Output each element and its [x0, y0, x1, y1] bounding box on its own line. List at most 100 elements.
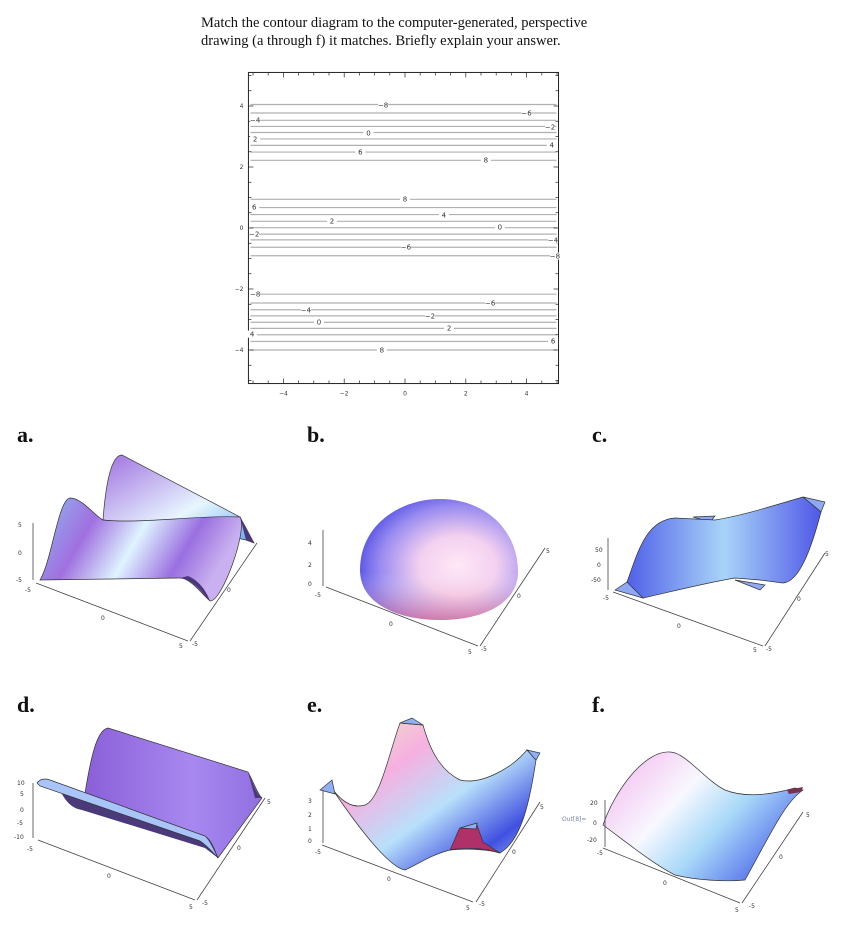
contour-label-bg	[546, 141, 557, 149]
y-tick: 0	[779, 854, 783, 861]
x-tick: 5	[753, 647, 757, 654]
contour-label-bg	[438, 211, 449, 219]
z-tick: 2	[308, 562, 312, 569]
surface-shadow	[58, 772, 262, 858]
panel-d: 10 5 0 -5 -10 -5 0 5 -5 0 5 d.	[0, 690, 290, 940]
contour-label: −6	[401, 243, 412, 251]
surface	[332, 722, 537, 871]
x-tick-label: 0	[403, 391, 407, 398]
x-tick: 5	[466, 905, 470, 912]
contour-label-bg	[494, 223, 505, 231]
x-tick: -5	[25, 587, 31, 594]
y-tick: -5	[481, 646, 487, 653]
contour-label: 0	[498, 224, 502, 232]
y-tick: 5	[267, 799, 271, 806]
x-tick: 0	[101, 615, 105, 622]
contour-label: 6	[551, 337, 556, 345]
x-axis	[35, 582, 189, 642]
surface-edge-dark	[787, 787, 803, 794]
z-tick: -5	[16, 577, 22, 584]
contour-label: −2	[425, 313, 435, 321]
contour-label-bg	[521, 109, 532, 117]
contour-label: −4	[301, 307, 312, 315]
y-axis	[764, 552, 826, 647]
contour-label-bg	[250, 135, 261, 143]
contour-label: 8	[484, 156, 488, 164]
contour-label-bg	[444, 324, 455, 332]
prompt-line-1: Match the contour diagram to the compute…	[201, 15, 588, 31]
contour-label: −8	[550, 253, 560, 261]
y-tick: -5	[479, 901, 485, 908]
contour-label-bg	[363, 129, 374, 137]
contour-label-bg	[548, 236, 559, 244]
z-tick: 10	[17, 780, 25, 787]
z-tick: 1	[308, 826, 312, 833]
contour-label: 6	[358, 149, 363, 157]
panel-c: 50 0 -50 -5 0 5 -5 0 5 c.	[575, 420, 865, 670]
x-tick: 0	[389, 621, 393, 628]
x-axis	[602, 847, 741, 904]
x-tick: -5	[597, 850, 603, 857]
y-tick: 0	[517, 593, 521, 600]
x-tick: -5	[315, 592, 321, 599]
contour-label-bg	[400, 195, 410, 203]
question-prompt: Match the contour diagram to the compute…	[201, 14, 587, 50]
z-tick: -10	[14, 834, 24, 841]
contour-label-bg	[250, 116, 261, 124]
prompt-line-2: drawing (a through f) it matches. Briefl…	[201, 33, 561, 49]
contour-label: −8	[378, 102, 388, 110]
contour-label-bg	[424, 312, 435, 320]
panel-label: c.	[592, 422, 608, 447]
contour-label: −4	[250, 117, 261, 125]
x-tick: 0	[107, 873, 111, 880]
output-cell-label: Out[8]=	[562, 816, 587, 823]
contour-label-bg	[327, 217, 338, 225]
contour-label-bg	[480, 156, 491, 164]
contour-label-bg	[378, 101, 389, 109]
contour-label: −4	[548, 236, 559, 244]
contour-label: 8	[380, 347, 384, 355]
surface-dip	[449, 824, 501, 854]
panel-a: 5 0 -5 -5 0 5 -5 0 a.	[0, 420, 290, 670]
z-tick: 5	[18, 522, 22, 529]
x-tick: 5	[179, 643, 183, 650]
contour-label-bg	[300, 306, 311, 314]
contour-label-bg	[485, 299, 496, 307]
z-tick: 3	[308, 798, 312, 805]
z-tick: 5	[20, 791, 24, 798]
z-tick: -20	[587, 837, 597, 844]
x-tick-label: −4	[279, 391, 288, 398]
contour-label: 2	[447, 325, 451, 333]
contour-label: 4	[550, 142, 555, 150]
x-tick: 0	[387, 876, 391, 883]
y-tick-label: 2	[240, 164, 244, 171]
contour-label-bg	[355, 148, 366, 156]
surface	[602, 751, 804, 882]
z-tick: -5	[17, 820, 23, 827]
panel-label: b.	[307, 422, 325, 447]
y-tick: 5	[825, 551, 829, 558]
z-tick: 0	[308, 838, 312, 845]
contour-label-bg	[376, 346, 387, 354]
y-tick: 0	[512, 849, 516, 856]
y-axis	[189, 542, 258, 642]
surface	[626, 496, 822, 599]
y-tick-label: 0	[240, 225, 244, 232]
x-axis	[37, 839, 196, 901]
contour-label: −2	[545, 124, 555, 132]
y-tick: 5	[806, 812, 810, 819]
y-axis	[196, 797, 266, 901]
x-tick: 0	[663, 880, 667, 887]
z-tick: 2	[308, 812, 312, 819]
y-axis	[479, 547, 546, 647]
y-tick: -5	[766, 646, 772, 653]
panel-label: f.	[592, 692, 605, 717]
y-axis	[475, 801, 541, 903]
y-tick-label: −2	[235, 286, 244, 293]
x-tick: 0	[677, 623, 681, 630]
x-tick-label: −2	[340, 391, 349, 398]
z-tick: 0	[593, 820, 597, 827]
contour-label: 2	[330, 217, 334, 225]
surface-front-rail	[36, 778, 219, 859]
x-axis	[325, 586, 479, 647]
